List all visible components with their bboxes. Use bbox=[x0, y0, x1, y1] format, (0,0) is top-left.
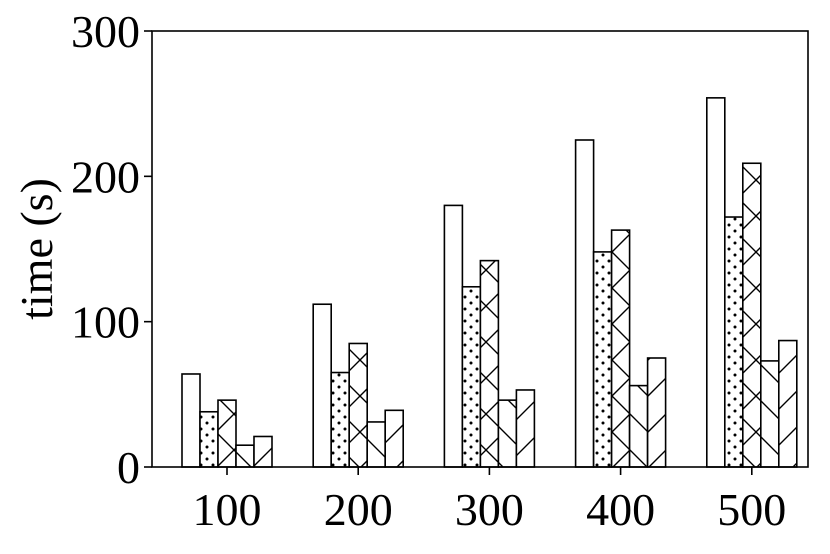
y-tick-label: 300 bbox=[71, 6, 140, 57]
y-tick-label: 100 bbox=[71, 297, 140, 348]
bar-100-series-2 bbox=[199, 410, 219, 468]
bar-500-series-4 bbox=[759, 360, 780, 468]
x-tick-label: 400 bbox=[586, 484, 655, 535]
plot-frame bbox=[151, 30, 809, 468]
bar-200-series-1 bbox=[312, 303, 333, 468]
bar-100-series-4 bbox=[235, 444, 255, 468]
bar-100-series-5 bbox=[253, 435, 273, 468]
bar-300-series-3 bbox=[479, 259, 500, 468]
x-tick-label: 500 bbox=[717, 484, 786, 535]
bars-layer bbox=[181, 97, 798, 468]
x-tick-label: 100 bbox=[193, 484, 262, 535]
bar-100-series-3 bbox=[217, 399, 237, 468]
y-tick-label: 200 bbox=[71, 151, 140, 202]
bar-400-series-2 bbox=[592, 251, 613, 468]
y-tick-label: 0 bbox=[117, 442, 140, 493]
bar-300-series-4 bbox=[497, 399, 518, 468]
y-axis-label: time (s) bbox=[11, 178, 62, 320]
bar-400-series-1 bbox=[574, 139, 595, 468]
bar-200-series-3 bbox=[348, 342, 369, 468]
bar-200-series-5 bbox=[384, 409, 405, 468]
bar-500-series-1 bbox=[705, 97, 726, 468]
bar-400-series-5 bbox=[646, 357, 667, 468]
axes-layer: 0 100 200 300 100 200 300 400 500 bbox=[71, 6, 809, 535]
bar-100-series-1 bbox=[181, 373, 201, 468]
x-tick-label: 300 bbox=[455, 484, 524, 535]
bar-200-series-4 bbox=[366, 421, 387, 468]
bar-400-series-3 bbox=[610, 229, 631, 468]
bar-500-series-5 bbox=[777, 339, 798, 468]
bar-500-series-2 bbox=[723, 216, 744, 468]
bar-500-series-3 bbox=[741, 162, 762, 468]
bar-300-series-1 bbox=[443, 204, 464, 468]
bar-300-series-5 bbox=[515, 389, 536, 468]
x-tick-label: 200 bbox=[324, 484, 393, 535]
bar-400-series-4 bbox=[628, 384, 649, 468]
bar-200-series-2 bbox=[330, 371, 351, 468]
bar-300-series-2 bbox=[461, 285, 482, 468]
